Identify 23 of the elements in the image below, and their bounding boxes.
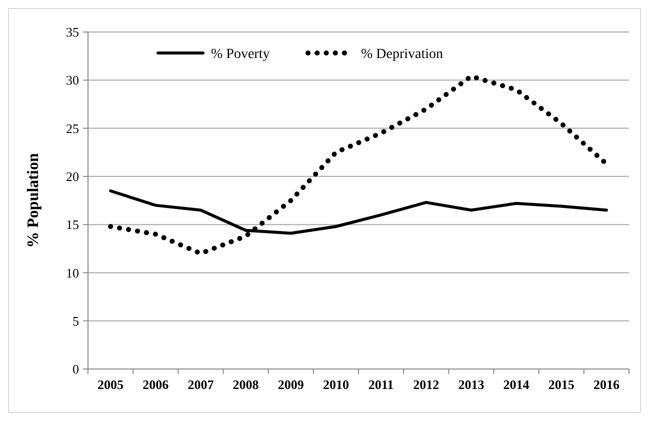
x-tick-label: 2005 <box>98 377 124 392</box>
y-tick-label: 5 <box>72 313 79 328</box>
x-tick-label: 2011 <box>368 377 394 392</box>
y-tick-label: 30 <box>66 72 79 88</box>
x-tick-label: 2010 <box>322 377 349 392</box>
y-tick-label: 20 <box>66 168 79 184</box>
x-tick-label: 2016 <box>593 377 620 392</box>
y-tick-label: 15 <box>66 217 79 232</box>
x-tick-label: 2008 <box>232 377 260 392</box>
legend-label: % Poverty <box>211 47 270 62</box>
x-tick-label: 2006 <box>142 377 170 392</box>
y-tick-label: 0 <box>72 362 79 377</box>
x-tick-label: 2009 <box>278 377 304 392</box>
y-tick-label: 35 <box>66 24 79 40</box>
x-tick-label: 2007 <box>188 377 214 392</box>
x-tick-label: 2014 <box>503 377 530 392</box>
x-tick-label: 2015 <box>548 377 575 392</box>
x-tick-label: 2013 <box>458 377 485 392</box>
x-tick-label: 2012 <box>413 377 440 392</box>
y-axis-title: % Population <box>25 153 42 248</box>
y-tick-label: 10 <box>66 265 79 280</box>
y-tick-label: 25 <box>66 120 79 136</box>
legend-label: % Deprivation <box>361 47 444 62</box>
